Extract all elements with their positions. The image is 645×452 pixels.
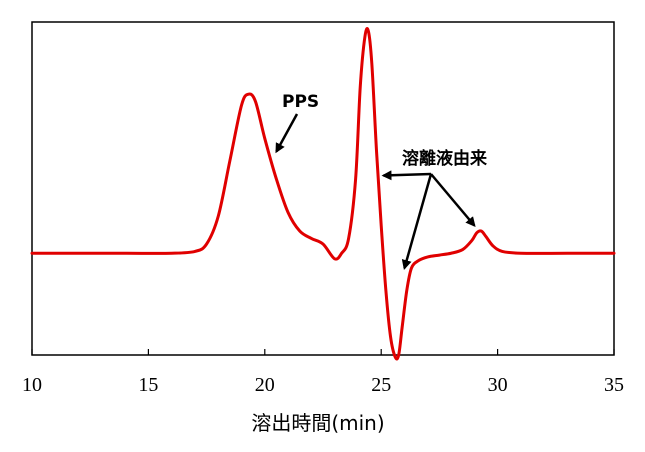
x-tick-label: 15	[138, 374, 158, 396]
x-axis-ticks	[31, 349, 615, 355]
x-axis-title: 溶出時間(min)	[251, 411, 384, 435]
annotation-pps-arrow	[275, 113, 299, 154]
x-tick-label: 25	[371, 374, 391, 396]
annotation-pps-label: PPS	[282, 92, 319, 112]
x-tick-label: 20	[255, 374, 275, 396]
annotation-eluent-label: 溶離液由来	[402, 148, 488, 169]
plot-area-frame	[31, 21, 615, 356]
x-tick-label: 35	[604, 374, 624, 396]
series-layer	[30, 27, 616, 361]
annotation-eluent-arrow	[430, 173, 476, 228]
x-axis-tick-labels: 10 15 20 25 30 35	[22, 374, 624, 396]
series-line	[30, 27, 616, 361]
x-tick-label: 10	[22, 374, 42, 396]
x-tick-label: 30	[488, 374, 508, 396]
annotation-layer: PPS 溶離液由来	[275, 92, 488, 270]
annotation-eluent-arrow	[381, 170, 432, 181]
annotation-eluent-arrow	[401, 173, 433, 270]
